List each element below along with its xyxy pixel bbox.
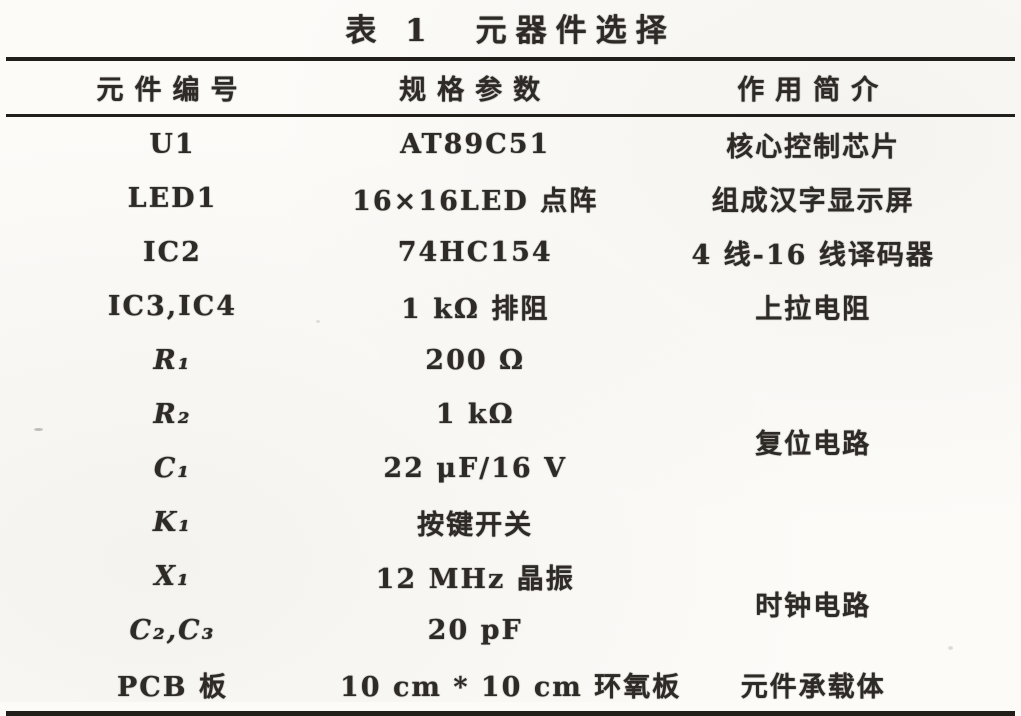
cell-role: 组成汉字显示屏 — [711, 185, 915, 217]
cell-component-id: PCB 板 — [116, 671, 228, 703]
cell-spec: 1 kΩ 排阻 — [401, 293, 550, 325]
cell-role: 元件承载体 — [740, 671, 886, 703]
table-row: C₁ 22 μF/16 V — [6, 441, 1015, 495]
col-header-role: 作用简介 — [611, 59, 1015, 117]
table-row: R₂ 1 kΩ — [6, 387, 1015, 441]
cell-spec: 22 μF/16 V — [383, 452, 568, 484]
cell-component-id: K₁ — [152, 506, 193, 538]
scan-artifact — [316, 320, 320, 323]
table-title: 表 1 元器件选择 — [345, 13, 676, 49]
table-row: U1 AT89C51 核心控制芯片 — [6, 116, 1015, 172]
table-row: X₁ 12 MHz 晶振 时钟电路 — [6, 549, 1015, 622]
header-row: 元件编号 规格参数 作用简介 — [6, 59, 1015, 117]
table-row: R₁ 200 Ω 复位电路 — [6, 333, 1015, 460]
cell-spec: 1 kΩ — [435, 398, 515, 430]
cell-component-id: X₁ — [154, 560, 191, 592]
cell-component-id: IC3,IC4 — [107, 290, 238, 322]
table-row: IC2 74HC154 4 线-16 线译码器 — [6, 225, 1015, 279]
table-header: 元件编号 规格参数 作用简介 — [6, 59, 1015, 117]
cell-role: 核心控制芯片 — [726, 131, 901, 163]
cell-component-id: C₂,C₃ — [129, 614, 216, 646]
scan-artifact — [948, 646, 953, 650]
table-body: U1 AT89C51 核心控制芯片 LED1 16×16LED 点阵 组成汉字显… — [6, 116, 1015, 714]
cell-spec: 200 Ω — [425, 344, 526, 376]
table-row: PCB 板 10 cm * 10 cm 环氧板 元件承载体 — [6, 657, 1015, 714]
cell-component-id: C₁ — [153, 452, 192, 484]
cell-spec: AT89C51 — [400, 128, 551, 160]
cell-component-id: R₁ — [153, 344, 192, 376]
cell-component-id: LED1 — [127, 182, 218, 214]
cell-spec: 74HC154 — [397, 236, 553, 268]
col-header-spec: 规格参数 — [338, 59, 612, 117]
cell-role: 4 线-16 线译码器 — [691, 239, 935, 271]
table-row: K₁ 按键开关 — [6, 495, 1015, 549]
cell-role: 上拉电阻 — [755, 293, 872, 325]
scan-artifact — [34, 428, 43, 431]
table-row: IC3,IC4 1 kΩ 排阻 上拉电阻 — [6, 279, 1015, 333]
cell-component-id: IC2 — [143, 236, 202, 268]
cell-component-id: U1 — [149, 128, 196, 160]
table-row: C₂,C₃ 20 pF — [6, 603, 1015, 657]
cell-spec: 10 cm * 10 cm 环氧板 — [339, 671, 682, 703]
cell-role-merged-reset: 复位电路 — [755, 428, 872, 460]
components-table: 元件编号 规格参数 作用简介 U1 AT89C51 核心控制芯片 LED1 16… — [6, 57, 1015, 716]
col-header-component-id: 元件编号 — [6, 59, 339, 117]
cell-spec: 按键开关 — [417, 509, 534, 541]
cell-spec: 16×16LED 点阵 — [352, 185, 599, 217]
cell-role-merged-clock: 时钟电路 — [755, 590, 872, 622]
table-row: LED1 16×16LED 点阵 组成汉字显示屏 — [6, 171, 1015, 225]
cell-spec: 20 pF — [427, 614, 523, 646]
cell-spec: 12 MHz 晶振 — [375, 563, 575, 595]
cell-component-id: R₂ — [153, 398, 192, 430]
